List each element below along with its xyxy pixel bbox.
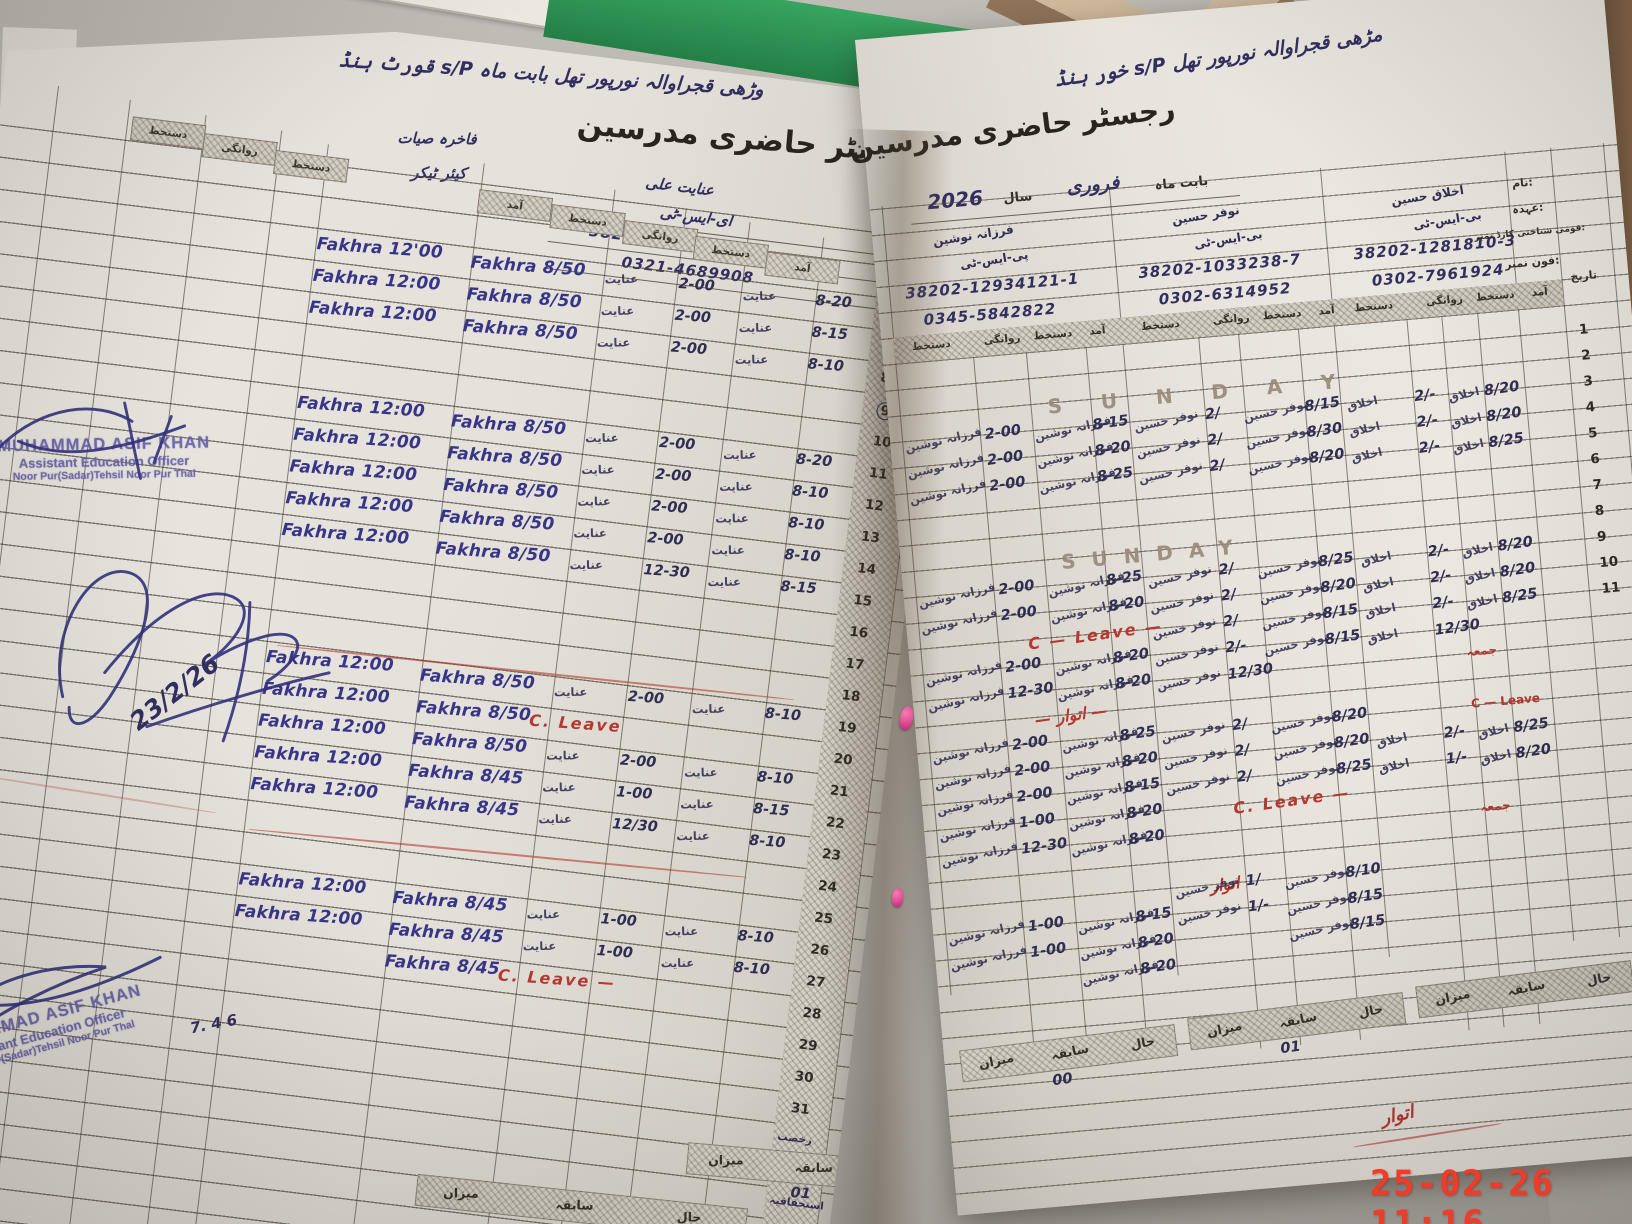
- hatch: میزان سابقہ حال: [1415, 960, 1632, 1019]
- totals-label: میزان: [708, 1152, 745, 1168]
- totals-label: سابقہ: [1050, 1040, 1091, 1063]
- totals-label: سابقہ: [1278, 1008, 1319, 1031]
- totals-label: میزان: [1205, 1017, 1244, 1040]
- totals-label: حال: [1357, 1000, 1385, 1021]
- visitor-signature: [25, 509, 364, 800]
- totals-label: سابقہ: [554, 1197, 594, 1213]
- totals-label: میزان: [977, 1049, 1016, 1072]
- totals-value: 01: [1279, 1038, 1302, 1058]
- register-right-page: رجسٹر حاضری مدرسین خور ہنڈ s/P مڑھی قجرا…: [847, 0, 1632, 1216]
- totals-bands: میزان سابقہ حال 00 میزان سابقہ حال 01 میزان سابقہ…: [855, 0, 1632, 1216]
- totals-label: میزان: [443, 1185, 480, 1201]
- officer-signature-bottom: [0, 932, 202, 1065]
- officer-signature: [0, 374, 229, 499]
- totals-value: 00: [1051, 1070, 1074, 1090]
- totals-value: 01: [790, 1185, 812, 1203]
- hatch: میزان سابقہ حال: [415, 1174, 749, 1224]
- totals-label: حال: [1585, 968, 1613, 989]
- totals-label: میزان: [1433, 985, 1472, 1008]
- totals-label: حال: [1128, 1032, 1157, 1053]
- totals-label: سابقہ: [1506, 976, 1547, 999]
- register-left-page: قورٹ ہنڈ s/P وڑھی قجراوالہ نورپور تھل با…: [0, 0, 968, 1224]
- camera-timestamp: 25-02-26 11:16: [1370, 1164, 1555, 1224]
- totals-label: حال: [676, 1209, 702, 1224]
